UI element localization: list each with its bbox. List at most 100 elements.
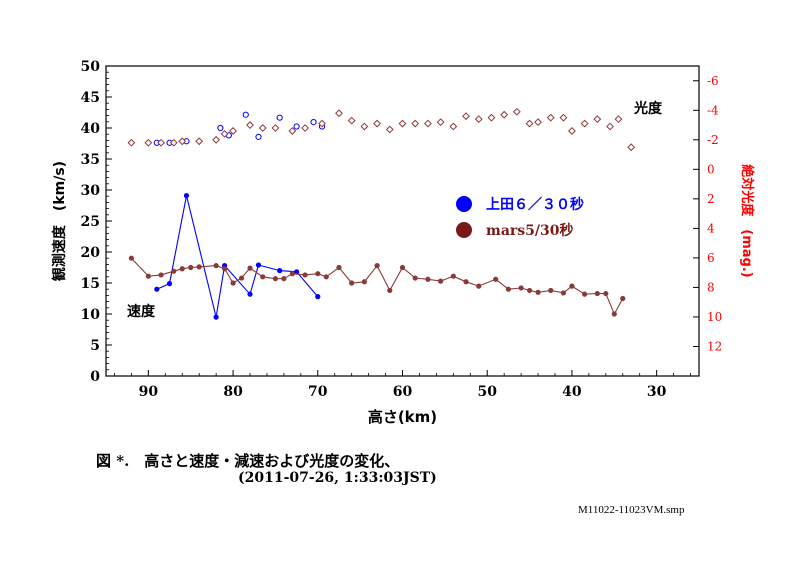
source-filename: M11022-11023VM.smp	[578, 504, 685, 516]
data-point	[127, 138, 136, 147]
data-point	[620, 295, 626, 302]
data-point	[373, 119, 381, 128]
data-point	[154, 286, 160, 292]
y2-axis-label: 絶対光度 (mag.)	[739, 163, 755, 277]
data-point	[260, 274, 266, 280]
data-point	[271, 124, 280, 132]
y-tick-label: 10	[81, 307, 101, 323]
data-point	[361, 279, 367, 285]
data-point	[374, 263, 380, 269]
data-point	[255, 262, 262, 268]
data-point	[281, 276, 287, 282]
series-layer	[127, 107, 636, 320]
legend-marker	[456, 196, 472, 212]
plot-frame	[105, 65, 700, 377]
data-point	[158, 272, 164, 278]
data-point	[627, 143, 636, 152]
data-point	[247, 265, 253, 271]
y2-tick-label: -4	[707, 103, 719, 117]
data-point	[220, 129, 229, 138]
y2-tick-label: -6	[707, 74, 719, 88]
data-point	[178, 137, 187, 146]
y-tick-label: 5	[90, 338, 100, 354]
data-point	[301, 124, 309, 132]
y2-tick-label: 8	[707, 280, 715, 294]
data-point	[294, 269, 300, 275]
data-point	[493, 276, 499, 282]
x-tick-label: 30	[647, 384, 667, 400]
data-point	[212, 135, 221, 144]
data-point	[463, 279, 469, 285]
y2-tick-label: 2	[707, 192, 715, 206]
data-point	[347, 116, 356, 125]
data-point	[289, 271, 295, 277]
series-line	[156, 195, 319, 318]
data-point	[593, 115, 602, 124]
data-point	[230, 280, 236, 286]
y2-tick-label: 0	[707, 162, 715, 176]
data-point	[171, 268, 177, 274]
data-point	[518, 285, 524, 291]
data-point	[500, 110, 509, 119]
data-point	[258, 124, 267, 132]
data-point	[196, 264, 202, 270]
data-point	[213, 314, 219, 320]
y2-tick-label: 4	[707, 221, 715, 235]
y-axis-label: 観測速度 (km/s)	[51, 161, 68, 281]
data-point	[242, 111, 249, 118]
data-point	[534, 118, 542, 127]
y-tick-label: 20	[81, 245, 101, 261]
data-point	[293, 123, 300, 130]
data-point	[449, 122, 458, 131]
x-axis-label: 高さ(km)	[368, 408, 437, 426]
y2-tick-label: 10	[707, 310, 722, 324]
x-tick-label: 40	[562, 384, 582, 400]
y-tick-label: 15	[81, 276, 100, 292]
data-point	[425, 276, 431, 282]
data-point	[606, 122, 614, 131]
data-point	[310, 118, 317, 126]
data-point	[462, 112, 470, 121]
data-point	[412, 275, 418, 281]
data-point	[580, 119, 589, 128]
data-point	[559, 113, 568, 122]
figure-caption-date: (2011-07-26, 1:33:03JST)	[238, 470, 437, 486]
data-point	[487, 113, 496, 122]
data-point	[385, 125, 394, 134]
data-point	[546, 113, 555, 122]
data-point	[569, 283, 575, 289]
data-point	[144, 138, 153, 147]
data-point	[213, 263, 219, 269]
data-point	[238, 275, 245, 281]
data-point	[505, 286, 511, 292]
data-point	[474, 115, 483, 124]
data-point	[276, 114, 283, 121]
data-point	[229, 127, 237, 135]
data-point	[411, 119, 420, 128]
data-point	[302, 272, 308, 278]
x-tick-label: 80	[223, 384, 243, 400]
x-tick-label: 70	[308, 384, 328, 400]
data-point	[288, 127, 297, 135]
legend-label: mars5/30秒	[486, 222, 573, 239]
data-point	[594, 290, 600, 297]
data-point	[157, 138, 165, 147]
data-point	[336, 264, 342, 271]
data-point	[247, 291, 253, 297]
data-point	[603, 290, 609, 297]
data-point	[349, 280, 355, 286]
data-point	[399, 264, 406, 271]
data-point	[255, 133, 262, 140]
y-tick-label: 0	[90, 369, 100, 385]
data-point	[179, 266, 185, 272]
y-tick-label: 45	[81, 90, 100, 106]
y-tick-label: 35	[81, 152, 100, 168]
x-tick-label: 60	[393, 384, 413, 400]
y2-tick-label: -2	[707, 133, 719, 147]
data-point	[560, 290, 567, 296]
data-point	[166, 281, 173, 287]
annotation-magnitude: 光度	[633, 100, 663, 117]
data-point	[169, 138, 178, 147]
annotation-velocity: 速度	[127, 303, 156, 320]
